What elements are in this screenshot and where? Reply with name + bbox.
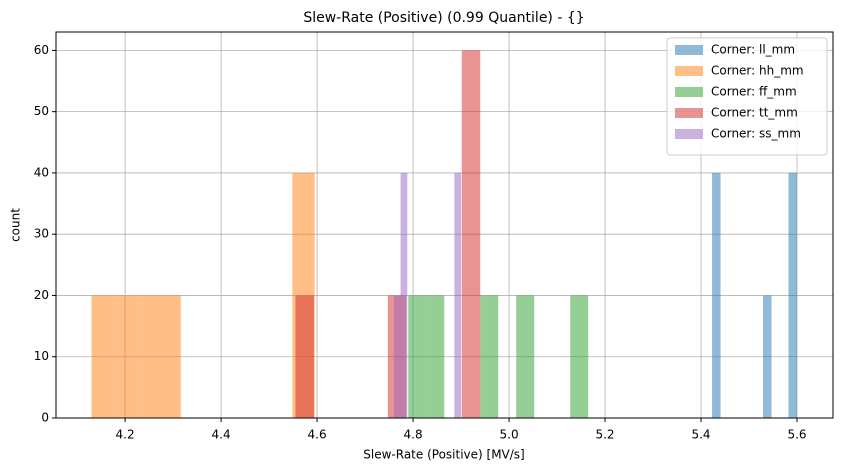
histogram-bar — [712, 172, 721, 418]
histogram-bar — [426, 295, 445, 418]
y-tick-label: 20 — [34, 288, 49, 302]
legend-swatch — [675, 129, 703, 139]
legend-label: Corner: tt_mm — [711, 106, 798, 120]
histogram-bar — [158, 295, 181, 418]
plot-frame — [55, 31, 834, 419]
x-tick-label: 5.6 — [787, 428, 806, 442]
histogram-bar — [393, 295, 401, 418]
legend-label: Corner: ss_mm — [711, 127, 801, 141]
legend-swatch — [675, 66, 703, 76]
histogram-bar — [113, 295, 137, 418]
histogram-bar — [408, 295, 427, 418]
legend-label: Corner: ll_mm — [711, 43, 795, 57]
histogram-bar — [91, 295, 114, 418]
legend-swatch — [675, 45, 703, 55]
histogram-bar — [400, 172, 408, 418]
x-tick-label: 4.4 — [212, 428, 231, 442]
legend-label: Corner: hh_mm — [711, 64, 804, 78]
y-axis-label: count — [9, 208, 23, 242]
x-tick-label: 5.4 — [691, 428, 710, 442]
x-tick-label: 4.2 — [116, 428, 135, 442]
histogram-bar — [136, 295, 159, 418]
y-tick-label: 60 — [34, 43, 49, 57]
legend-swatch — [675, 108, 703, 118]
histogram-bar — [763, 295, 772, 418]
legend-label: Corner: ff_mm — [711, 85, 797, 99]
x-tick-label: 4.8 — [404, 428, 423, 442]
legend-box — [666, 37, 828, 156]
y-tick-label: 40 — [34, 165, 49, 179]
y-tick-label: 30 — [34, 227, 49, 241]
histogram-bar — [295, 295, 314, 418]
y-tick-label: 10 — [34, 349, 49, 363]
x-tick-label: 4.6 — [308, 428, 327, 442]
histogram-bar — [480, 295, 499, 418]
histogram-bar — [516, 295, 535, 418]
x-axis-label: Slew-Rate (Positive) [MV/s] — [363, 448, 524, 462]
x-tick-label: 5.2 — [595, 428, 614, 442]
histogram-bar — [788, 172, 798, 418]
histogram-bar — [570, 295, 589, 418]
legend: Corner: ll_mm Corner: hh_mm Corner: ff_mm C… — [666, 37, 828, 156]
histogram-bar — [461, 50, 481, 418]
histogram-bar — [454, 172, 462, 418]
chart-title: Slew-Rate (Positive) (0.99 Quantile) - {… — [303, 10, 584, 26]
y-tick-label: 0 — [41, 411, 49, 425]
x-tick-label: 5.0 — [500, 428, 519, 442]
legend-swatch — [675, 87, 703, 97]
y-tick-label: 50 — [34, 104, 49, 118]
